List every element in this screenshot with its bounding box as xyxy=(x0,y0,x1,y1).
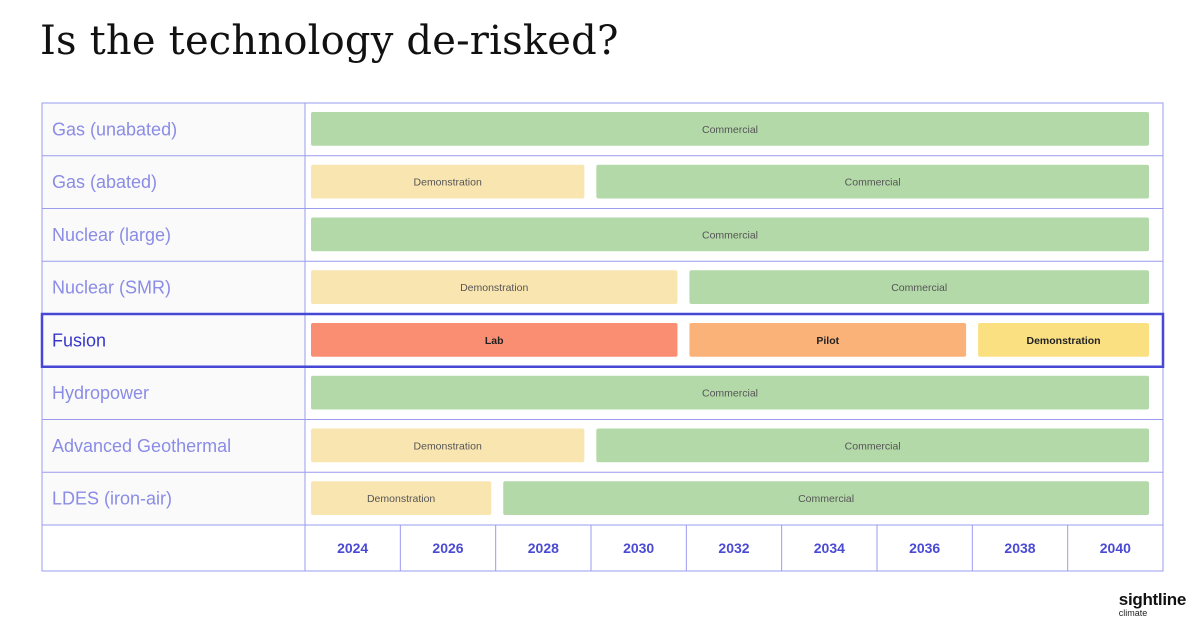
x-tick-label-2028: 2028 xyxy=(528,540,559,556)
row-label-nuclear-large: Nuclear (large) xyxy=(52,225,171,245)
phase-label-nuclear-large-commercial: Commercial xyxy=(702,229,758,241)
row-label-advanced-geothermal: Advanced Geothermal xyxy=(52,436,231,456)
phase-label-ldes-iron-air-commercial: Commercial xyxy=(798,493,854,505)
phase-bar-hydropower-commercial xyxy=(311,375,1149,410)
phase-bar-gas-abated-commercial xyxy=(596,164,1149,199)
x-tick-label-2034: 2034 xyxy=(814,540,845,556)
row-label-gas-abated: Gas (abated) xyxy=(52,172,157,192)
phase-label-gas-unabated-commercial: Commercial xyxy=(702,124,758,136)
phase-label-advanced-geothermal-demonstration: Demonstration xyxy=(414,440,482,452)
highlight-frame-fusion xyxy=(40,312,1165,368)
phase-bar-nuclear-smr-commercial xyxy=(689,270,1149,304)
phase-label-fusion-lab: Lab xyxy=(485,335,504,347)
row-label-fusion: Fusion xyxy=(52,330,106,350)
phase-bar-fusion-pilot xyxy=(689,323,967,357)
sightline-climate-logo: sightline climate xyxy=(1118,590,1187,618)
row-label-hydropower: Hydropower xyxy=(52,383,149,403)
logo-wordmark: sightline xyxy=(1118,590,1187,609)
row-label-nuclear-smr: Nuclear (SMR) xyxy=(52,278,171,298)
x-tick-label-2024: 2024 xyxy=(337,540,368,556)
phase-label-advanced-geothermal-commercial: Commercial xyxy=(845,440,901,452)
phase-label-nuclear-smr-commercial: Commercial xyxy=(891,282,947,294)
phase-bar-advanced-geothermal-demonstration xyxy=(311,428,585,463)
phase-bar-nuclear-smr-demonstration xyxy=(311,270,678,304)
row-label-gas-unabated: Gas (unabated) xyxy=(52,119,177,139)
logo-subtext: climate xyxy=(1118,608,1148,618)
phase-bar-advanced-geothermal-commercial xyxy=(596,428,1149,463)
page-title: Is the technology de-risked? xyxy=(40,18,619,64)
phase-label-nuclear-smr-demonstration: Demonstration xyxy=(460,282,528,294)
row-label-ldes-iron-air: LDES (iron-air) xyxy=(52,489,172,509)
x-tick-label-2026: 2026 xyxy=(432,540,463,556)
phase-label-gas-abated-commercial: Commercial xyxy=(845,177,901,189)
phase-label-ldes-iron-air-demonstration: Demonstration xyxy=(367,493,435,505)
phase-bar-gas-unabated-commercial xyxy=(311,112,1149,146)
phase-bar-ldes-iron-air-commercial xyxy=(503,481,1149,515)
x-tick-label-2030: 2030 xyxy=(623,540,654,556)
phase-label-hydropower-commercial: Commercial xyxy=(702,388,758,400)
x-tick-label-2036: 2036 xyxy=(909,540,940,556)
phase-label-gas-abated-demonstration: Demonstration xyxy=(414,177,482,189)
phase-bar-fusion-lab xyxy=(311,323,678,357)
phase-label-fusion-pilot: Pilot xyxy=(816,335,839,347)
phase-bar-fusion-demonstration xyxy=(978,323,1149,357)
x-tick-label-2040: 2040 xyxy=(1100,540,1131,556)
x-tick-label-2038: 2038 xyxy=(1004,540,1035,556)
x-tick-label-2032: 2032 xyxy=(718,540,749,556)
phase-bar-nuclear-large-commercial xyxy=(311,217,1149,252)
phase-bar-gas-abated-demonstration xyxy=(311,164,585,199)
phase-label-fusion-demonstration: Demonstration xyxy=(1026,335,1100,347)
phase-bar-ldes-iron-air-demonstration xyxy=(311,481,492,515)
